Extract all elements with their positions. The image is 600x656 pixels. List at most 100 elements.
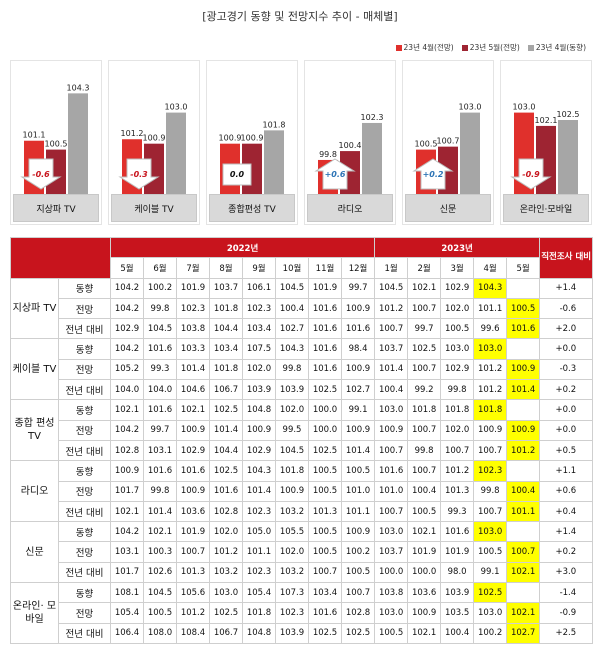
table-cell: 100.7 bbox=[473, 500, 508, 523]
bar-value-label: 103.0 bbox=[513, 103, 536, 112]
index-type: 전망 bbox=[58, 358, 111, 381]
page-title: [광고경기 동향 및 전망지수 추이 - 매체별] bbox=[202, 10, 398, 23]
diff-cell: +0.6 bbox=[539, 480, 594, 502]
table-cell: 101.6 bbox=[308, 318, 342, 340]
bar-value-label: 100.9 bbox=[143, 134, 166, 143]
arrow-up-icon bbox=[412, 158, 454, 190]
table-cell: 100.7 bbox=[176, 541, 210, 563]
table-row: 신문 동향 104.2 102.1 101.9 102.0 105.0 105.5 100.5 1… bbox=[10, 521, 594, 584]
table-cell: 100.4 bbox=[374, 379, 409, 401]
table-cell: 100.4 bbox=[275, 297, 309, 320]
header-month: 6월 bbox=[143, 257, 177, 279]
table-cell: 99.7 bbox=[407, 318, 442, 340]
table-cell bbox=[506, 338, 541, 360]
header-year-2023: 2023년 bbox=[374, 236, 541, 259]
table-cell: 101.6 bbox=[209, 480, 243, 502]
diff-cell: +3.0 bbox=[539, 561, 594, 584]
table-cell bbox=[506, 399, 541, 421]
bar-chart-svg: 101.2 100.9 103.0 -0.3 bbox=[118, 103, 187, 194]
table-cell: 102.1 bbox=[407, 277, 442, 299]
table-cell: 100.5 bbox=[308, 460, 342, 482]
legend-swatch-2 bbox=[461, 44, 468, 51]
diff-cell: +0.5 bbox=[539, 439, 594, 462]
table-cell: 100.4 bbox=[440, 622, 475, 644]
table-cell: 103.2 bbox=[209, 561, 243, 584]
panel-category-label: 지상파 TV bbox=[13, 194, 99, 222]
table-cell: 103.6 bbox=[176, 500, 210, 523]
table-cell: 103.4 bbox=[209, 338, 243, 360]
table-cell: 101.6 bbox=[143, 399, 177, 421]
bar-value-label: 101.1 bbox=[23, 131, 46, 140]
table-cell: 100.0 bbox=[308, 419, 342, 441]
table-cell: 101.8 bbox=[473, 399, 508, 421]
diff-cell: +2.5 bbox=[539, 622, 594, 644]
table-cell: 103.3 bbox=[176, 338, 210, 360]
table-cell: 102.1 bbox=[506, 561, 541, 584]
table-cell: 100.2 bbox=[473, 622, 508, 644]
chart-panel: 99.8 100.4 102.3 +0.6 라디오 bbox=[304, 60, 396, 225]
table-cell: 100.4 bbox=[407, 480, 442, 502]
table-row: 전년 대비 106.4 108.0 108.4 106.7 104.8 103.9 102.5… bbox=[11, 622, 594, 644]
table-row: 라디오 동향 100.9 101.6 101.6 102.5 104.3 101.8 100.5… bbox=[10, 460, 594, 523]
table-cell: 101.1 bbox=[340, 500, 376, 523]
table-cell: 105.4 bbox=[242, 582, 276, 604]
table-row: 전망 105.2 99.3 101.4 101.8 102.0 99.8 101.6 100.9… bbox=[11, 358, 594, 381]
no-change-box bbox=[222, 163, 252, 186]
table-cell: 105.6 bbox=[176, 582, 210, 604]
header-month: 8월 bbox=[209, 257, 243, 279]
table-cell: 103.4 bbox=[242, 318, 276, 340]
bar bbox=[362, 122, 382, 194]
table-cell: 100.7 bbox=[308, 561, 342, 584]
header-month: 10월 bbox=[275, 257, 309, 279]
table-cell: 104.3 bbox=[473, 277, 508, 299]
diff-cell: +1.1 bbox=[539, 460, 594, 482]
table-cell: 99.7 bbox=[340, 277, 376, 299]
table-cell: 102.9 bbox=[176, 439, 210, 462]
table-cell: 101.7 bbox=[110, 480, 144, 502]
table-cell: 103.0 bbox=[374, 602, 409, 624]
table-cell: 103.1 bbox=[143, 439, 177, 462]
index-type: 전년 대비 bbox=[58, 500, 111, 523]
bar-value-label: 102.3 bbox=[361, 113, 384, 122]
table-cell: 102.5 bbox=[407, 338, 442, 360]
header-month: 7월 bbox=[176, 257, 210, 279]
table-row: 온라인· 모바일 동향 108.1 104.5 105.6 103.0 105.4 107.3… bbox=[10, 582, 594, 644]
table-cell: 101.6 bbox=[143, 338, 177, 360]
table-cell: 102.6 bbox=[143, 561, 177, 584]
index-type: 전망 bbox=[58, 297, 111, 320]
table-cell: 100.9 bbox=[473, 419, 508, 441]
table-cell bbox=[506, 277, 541, 299]
table-cell: 100.2 bbox=[143, 277, 177, 299]
bar-chart-svg: 100.5 100.7 103.0 +0.2 bbox=[412, 103, 481, 194]
table-cell: 100.5 bbox=[308, 541, 342, 563]
diff-cell: +0.2 bbox=[539, 541, 594, 563]
chart-legend: 23년 4월(전망) 23년 5월(전망) 23년 4월(동향) bbox=[395, 42, 586, 53]
table-cell: 100.5 bbox=[506, 297, 541, 320]
table-cell: 100.5 bbox=[340, 561, 376, 584]
diff-cell: +0.0 bbox=[539, 399, 594, 421]
table-cell: 103.9 bbox=[440, 582, 475, 604]
table-cell: 102.9 bbox=[242, 439, 276, 462]
header-month: 1월 bbox=[374, 257, 409, 279]
media-category: 종합 편성 TV bbox=[10, 399, 59, 462]
chart-panel: 101.2 100.9 103.0 -0.3 케이블 TV bbox=[108, 60, 200, 225]
table-cell: 100.7 bbox=[506, 541, 541, 563]
table-cell: 101.7 bbox=[110, 561, 144, 584]
table-cell: 102.1 bbox=[506, 602, 541, 624]
table-cell: 100.5 bbox=[308, 521, 342, 543]
table-cell: 100.7 bbox=[374, 318, 409, 340]
table-cell: 102.5 bbox=[209, 460, 243, 482]
diff-cell: +1.4 bbox=[539, 521, 594, 543]
table-cell: 104.5 bbox=[374, 277, 409, 299]
table-cell: 104.8 bbox=[242, 399, 276, 421]
table-row: 전망 104.2 99.7 100.9 101.4 100.9 99.5 100.0 100.9… bbox=[11, 419, 594, 441]
table-cell: 103.1 bbox=[110, 541, 144, 563]
table-cell: 102.3 bbox=[242, 297, 276, 320]
header-corner bbox=[10, 237, 111, 279]
header-month: 12월 bbox=[340, 257, 376, 279]
table-cell: 102.5 bbox=[308, 622, 342, 644]
table-cell: 101.3 bbox=[176, 561, 210, 584]
table-cell: 103.9 bbox=[242, 379, 276, 401]
table-cell: 99.8 bbox=[143, 297, 177, 320]
table-cell: 100.5 bbox=[440, 318, 475, 340]
